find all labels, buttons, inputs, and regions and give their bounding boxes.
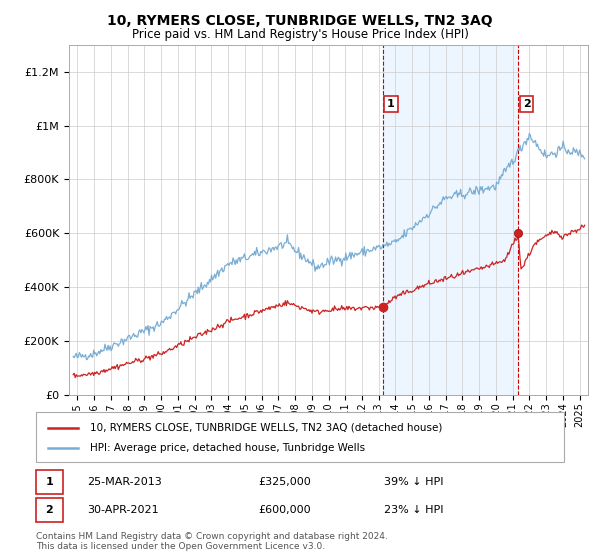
Text: 10, RYMERS CLOSE, TUNBRIDGE WELLS, TN2 3AQ: 10, RYMERS CLOSE, TUNBRIDGE WELLS, TN2 3… [107,14,493,28]
Bar [383,45,518,395]
Text: Price paid vs. HM Land Registry's House Price Index (HPI): Price paid vs. HM Land Registry's House … [131,28,469,41]
Text: 1: 1 [46,477,53,487]
Text: 2: 2 [523,99,530,109]
Text: 10, RYMERS CLOSE, TUNBRIDGE WELLS, TN2 3AQ (detached house): 10, RYMERS CLOSE, TUNBRIDGE WELLS, TN2 3… [90,423,442,433]
Text: 30-APR-2021: 30-APR-2021 [87,505,158,515]
Text: 1: 1 [387,99,395,109]
Text: 39% ↓ HPI: 39% ↓ HPI [384,477,443,487]
Text: HPI: Average price, detached house, Tunbridge Wells: HPI: Average price, detached house, Tunb… [90,443,365,453]
Text: 23% ↓ HPI: 23% ↓ HPI [384,505,443,515]
Text: £325,000: £325,000 [258,477,311,487]
Text: £600,000: £600,000 [258,505,311,515]
Text: 25-MAR-2013: 25-MAR-2013 [87,477,162,487]
Text: Contains HM Land Registry data © Crown copyright and database right 2024.
This d: Contains HM Land Registry data © Crown c… [36,532,388,552]
Text: 2: 2 [46,505,53,515]
